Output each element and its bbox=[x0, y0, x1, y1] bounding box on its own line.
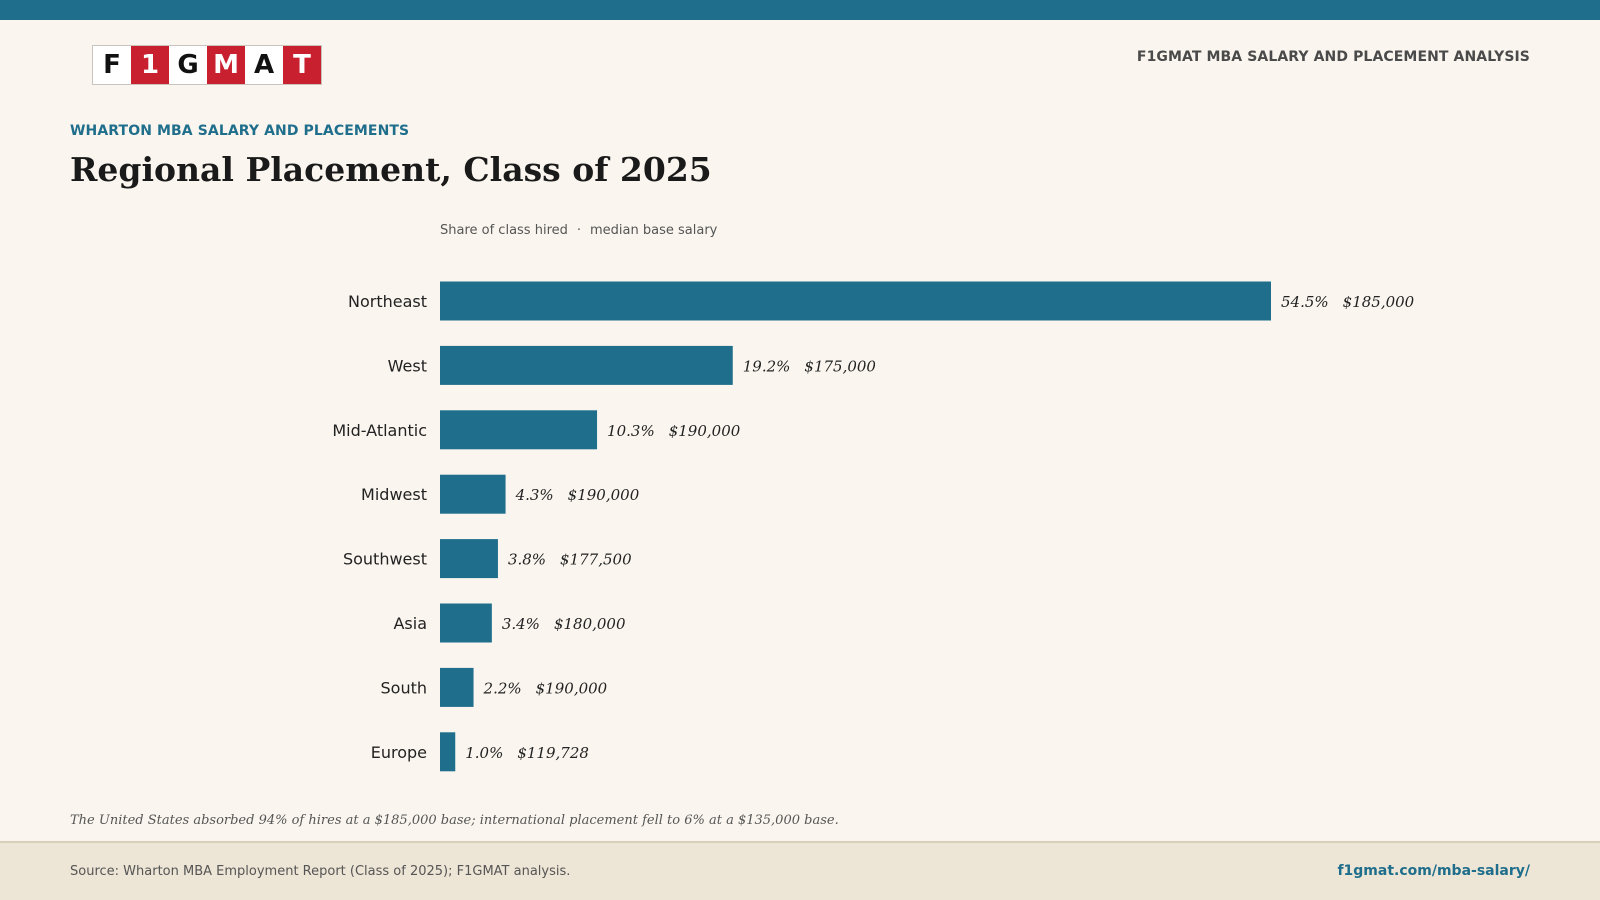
bar bbox=[440, 410, 598, 450]
data-label: 3.8% $177,500 bbox=[508, 551, 632, 569]
bar bbox=[440, 603, 492, 643]
category-label: Northeast bbox=[348, 292, 427, 311]
legend-separator: · bbox=[576, 223, 582, 238]
data-label: 4.3% $190,000 bbox=[515, 486, 640, 504]
data-label: 10.3% $190,000 bbox=[607, 422, 741, 440]
header-series-label: F1GMAT MBA SALARY AND PLACEMENT ANALYSIS bbox=[1136, 49, 1530, 65]
legend-share-label: Share of class hired bbox=[440, 223, 568, 238]
logo-letter: G bbox=[169, 46, 207, 84]
logo-letter: F bbox=[93, 46, 131, 84]
bar bbox=[440, 345, 733, 385]
share-value-label: 4.3% bbox=[515, 486, 554, 504]
category-label: West bbox=[388, 356, 427, 375]
data-label: 2.2% $190,000 bbox=[483, 679, 608, 697]
share-value-label: 3.4% bbox=[502, 615, 540, 633]
salary-value-label: $190,000 bbox=[669, 422, 741, 440]
logo-letter: A bbox=[245, 46, 283, 84]
salary-value-label: $180,000 bbox=[554, 615, 626, 633]
data-label: 3.4% $180,000 bbox=[502, 615, 626, 633]
logo-letter: M bbox=[207, 46, 245, 84]
logo-letter: 1 bbox=[131, 46, 169, 84]
data-label: 1.0% $119,728 bbox=[465, 744, 589, 762]
salary-value-label: $177,500 bbox=[560, 551, 632, 569]
source-credit: Source: Wharton MBA Employment Report (C… bbox=[70, 864, 571, 879]
salary-value-label: $190,000 bbox=[568, 486, 640, 504]
category-label: Asia bbox=[393, 614, 427, 633]
chart-note: The United States absorbed 94% of hires … bbox=[70, 813, 839, 828]
category-label: Southwest bbox=[343, 550, 427, 569]
f1gmat-logo[interactable]: F 1 G M A T bbox=[92, 45, 322, 85]
bar-chart: Northeast 54.5% $185,000 West 19.2% $175,000 M… bbox=[332, 281, 1415, 772]
salary-value-label: $175,000 bbox=[804, 357, 876, 375]
bar bbox=[440, 474, 506, 514]
share-value-label: 19.2% bbox=[743, 357, 791, 375]
footer-link[interactable]: f1gmat.com/mba-salary/ bbox=[1337, 863, 1530, 879]
logo-letter: T bbox=[283, 46, 321, 84]
salary-value-label: $190,000 bbox=[536, 679, 608, 697]
legend-salary-label: median base salary bbox=[590, 223, 718, 238]
share-value-label: 54.5% bbox=[1281, 293, 1329, 311]
salary-value-label: $185,000 bbox=[1343, 293, 1415, 311]
salary-value-label: $119,728 bbox=[517, 744, 589, 762]
bar bbox=[440, 667, 474, 707]
top-accent-bar bbox=[0, 0, 1600, 20]
footer: Source: Wharton MBA Employment Report (C… bbox=[0, 841, 1600, 900]
bar bbox=[440, 732, 456, 772]
share-value-label: 1.0% bbox=[465, 744, 503, 762]
category-label: Europe bbox=[371, 743, 427, 762]
chart-legend: Share of class hired · median base salary bbox=[440, 223, 717, 238]
category-label: Mid-Atlantic bbox=[332, 421, 427, 440]
kicker: WHARTON MBA SALARY AND PLACEMENTS bbox=[70, 123, 410, 139]
share-value-label: 3.8% bbox=[508, 551, 546, 569]
category-label: South bbox=[381, 678, 428, 697]
page-title: Regional Placement, Class of 2025 bbox=[70, 150, 712, 189]
category-label: Midwest bbox=[361, 485, 427, 504]
data-label: 54.5% $185,000 bbox=[1281, 293, 1415, 311]
data-label: 19.2% $175,000 bbox=[743, 357, 877, 375]
share-value-label: 10.3% bbox=[607, 422, 655, 440]
share-value-label: 2.2% bbox=[483, 679, 522, 697]
bar bbox=[440, 281, 1271, 321]
bar bbox=[440, 539, 498, 579]
